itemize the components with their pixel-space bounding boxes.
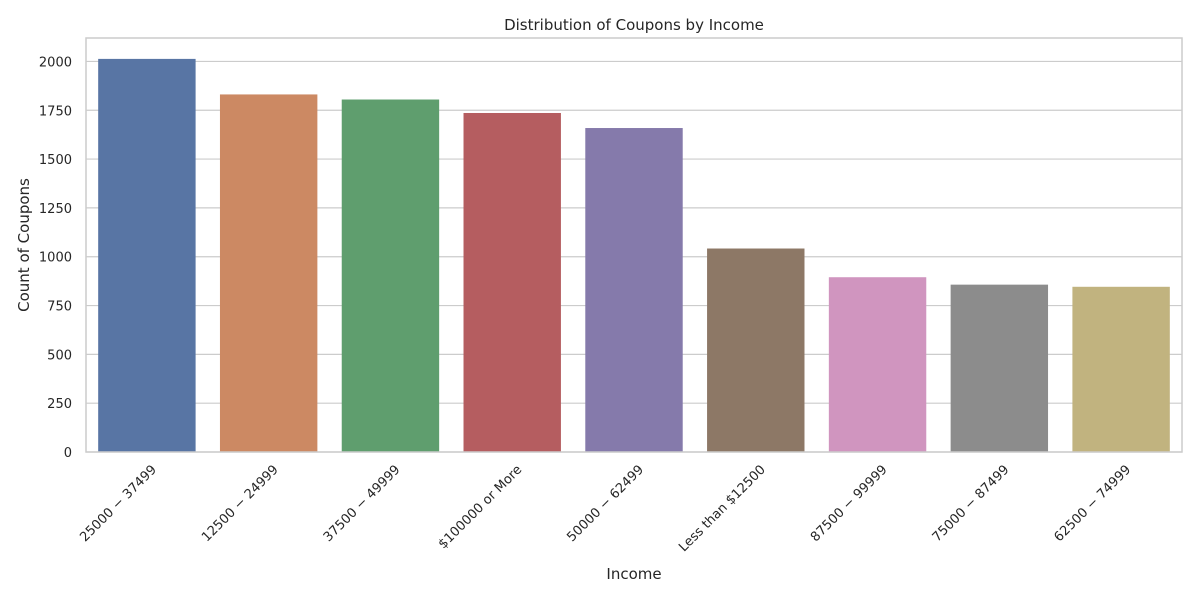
y-axis-label: Count of Coupons xyxy=(15,178,33,312)
x-tick-label: 12500 − 24999 xyxy=(199,462,282,545)
bar xyxy=(219,94,318,452)
x-tick-label: 62500 − 74999 xyxy=(1052,462,1135,545)
y-tick-label: 2000 xyxy=(39,55,72,70)
y-tick-label: 0 xyxy=(64,446,72,461)
bar xyxy=(463,112,561,452)
x-tick-label: 87500 − 99999 xyxy=(808,462,891,545)
y-tick-label: 250 xyxy=(47,397,72,412)
y-tick-label: 1000 xyxy=(39,251,72,266)
bar xyxy=(98,58,196,452)
x-tick-label: 75000 − 87499 xyxy=(930,462,1013,545)
bars xyxy=(98,58,1170,453)
y-tick-label: 1250 xyxy=(39,202,72,217)
bar xyxy=(828,277,927,452)
plot-frame xyxy=(85,37,1183,453)
bar xyxy=(950,284,1049,452)
bar xyxy=(1072,286,1170,452)
x-tick-labels: 25000 − 37499 12500 − 24999 37500 − 49999 $… xyxy=(77,462,1134,555)
y-tick-label: 1500 xyxy=(39,153,72,168)
x-tick-label: Less than $12500 xyxy=(676,462,769,555)
x-axis-label: Income xyxy=(606,565,661,583)
x-tick-label: 50000 − 62499 xyxy=(564,462,647,545)
bar xyxy=(341,99,440,452)
y-tick-label: 750 xyxy=(47,300,72,315)
y-tick-label: 500 xyxy=(47,348,72,363)
bar xyxy=(585,128,683,453)
bar xyxy=(707,248,805,452)
x-tick-label: $100000 or More xyxy=(436,462,526,552)
chart-title: Distribution of Coupons by Income xyxy=(504,16,764,34)
x-tick-label: 37500 − 49999 xyxy=(321,462,404,545)
y-tick-labels: 0 250 500 750 1000 1250 1500 1750 2000 xyxy=(39,55,72,461)
x-tick-label: 25000 − 37499 xyxy=(77,462,160,545)
y-tick-label: 1750 xyxy=(39,104,72,119)
